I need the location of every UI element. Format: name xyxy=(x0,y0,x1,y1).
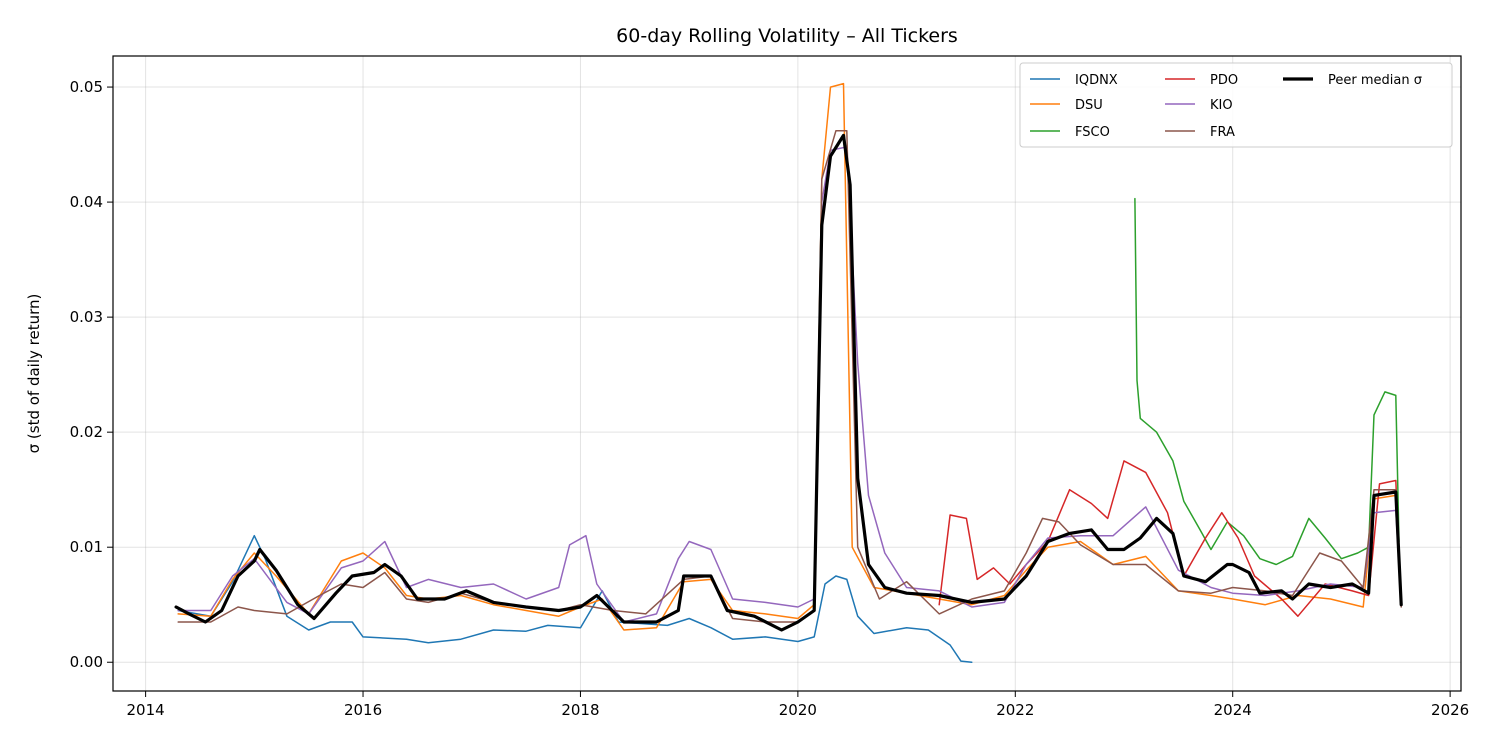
y-axis-label: σ (std of daily return) xyxy=(25,294,43,454)
legend-label-pdo: PDO xyxy=(1210,73,1238,88)
legend-label-iqdnx: IQDNX xyxy=(1075,73,1118,88)
y-tick-label: 0.03 xyxy=(70,308,103,326)
y-tick-label: 0.05 xyxy=(70,78,103,96)
legend-label-fra: FRA xyxy=(1210,125,1235,140)
x-tick-label: 2026 xyxy=(1431,701,1469,719)
legend-label-fsco: FSCO xyxy=(1075,125,1110,140)
legend-label-peer-median: Peer median σ xyxy=(1328,73,1422,88)
series-line-pdo xyxy=(938,460,1402,617)
x-tick-label: 2022 xyxy=(996,701,1034,719)
x-tick-label: 2020 xyxy=(779,701,817,719)
legend-label-dsu: DSU xyxy=(1075,98,1103,113)
series-line-fsco xyxy=(1134,197,1400,566)
y-tick-label: 0.02 xyxy=(70,423,103,441)
x-tick-label: 2018 xyxy=(561,701,599,719)
grid xyxy=(113,56,1461,691)
y-tick-label: 0.01 xyxy=(70,538,103,556)
x-tick-label: 2024 xyxy=(1214,701,1252,719)
chart-title: 60-day Rolling Volatility – All Tickers xyxy=(616,25,958,47)
legend-box xyxy=(1019,62,1453,148)
y-tick-label: 0.04 xyxy=(70,193,103,211)
legend-label-kio: KIO xyxy=(1210,98,1233,113)
x-tick-label: 2014 xyxy=(127,701,165,719)
x-tick-label: 2016 xyxy=(344,701,382,719)
series-lines xyxy=(174,82,1403,663)
plot-frame xyxy=(112,55,1462,692)
series-line-peer-median xyxy=(174,133,1403,632)
series-line-fra xyxy=(177,130,1402,623)
legend: IQDNX DSU FSCO PDO KIO FRA Peer median σ xyxy=(1019,62,1453,148)
y-tick-label: 0.00 xyxy=(70,653,103,671)
series-line-iqdnx xyxy=(177,534,973,663)
axis-ticks: 2014 2016 2018 2020 2022 2024 2026 0.00 0.01 0.02… xyxy=(70,78,1470,719)
